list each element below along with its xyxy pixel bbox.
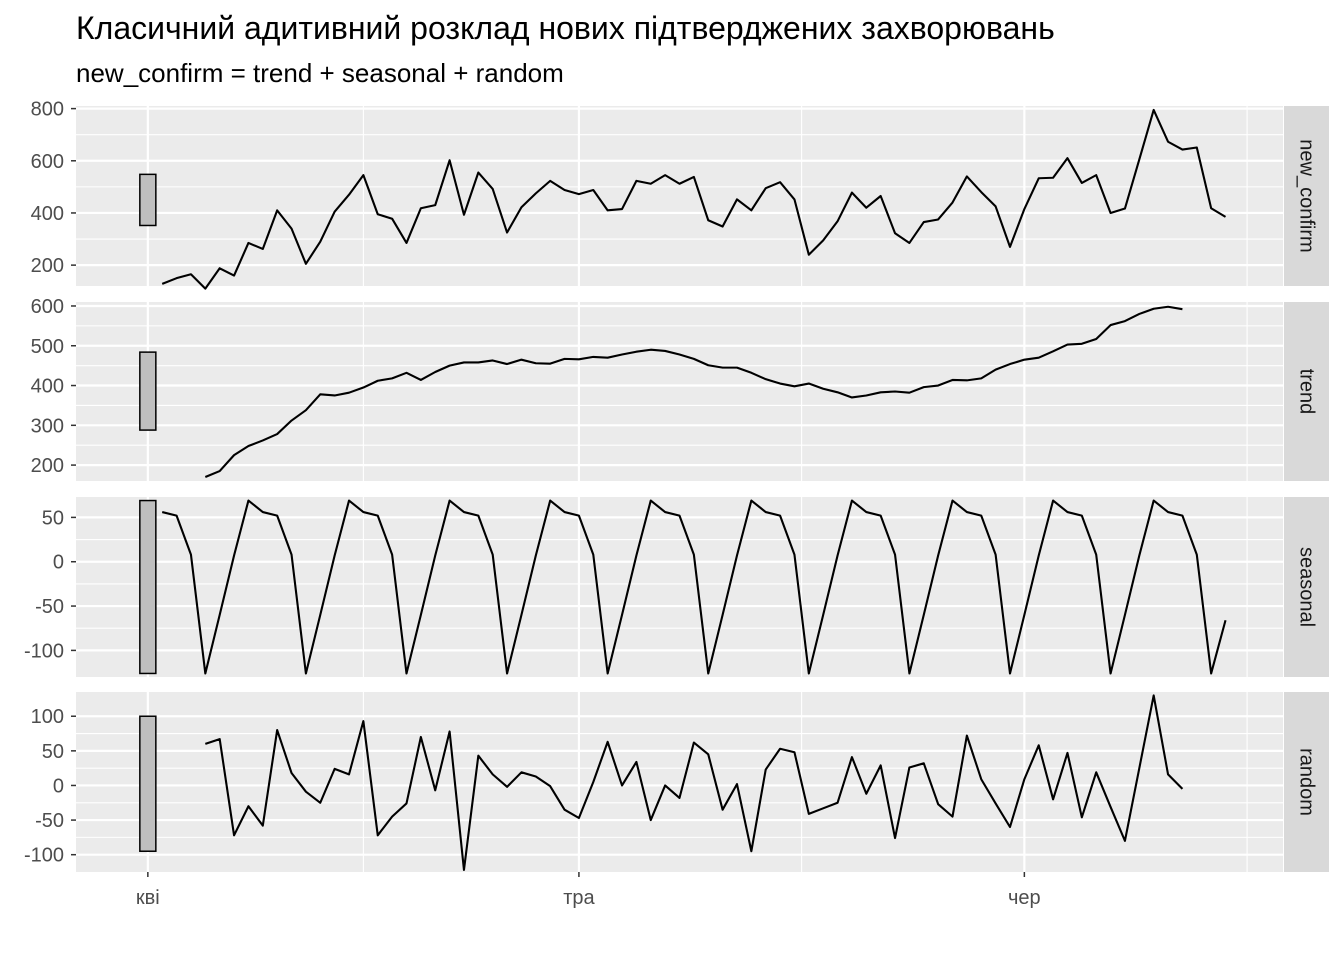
y-tick-label: -100	[24, 640, 64, 662]
y-tick-label: 600	[31, 296, 64, 318]
facet-strip	[1284, 497, 1329, 677]
y-tick-label: -50	[35, 810, 64, 832]
panel-background	[76, 497, 1283, 677]
facet-strip-label: seasonal	[1296, 547, 1318, 627]
series-line-seasonal	[161, 499, 1227, 675]
chart-subtitle: new_confirm = trend + seasonal + random	[76, 58, 564, 88]
x-tick-label: кві	[136, 887, 160, 909]
y-tick-label: -100	[24, 845, 64, 867]
y-tick-label: 0	[53, 775, 64, 797]
range-bar	[139, 715, 157, 852]
x-tick-label: тра	[563, 887, 595, 909]
y-tick-label: 0	[53, 552, 64, 574]
panel-background	[76, 692, 1283, 872]
y-tick-label: 600	[31, 151, 64, 173]
y-tick-label: 100	[31, 706, 64, 728]
y-tick-label: 400	[31, 203, 64, 225]
range-bar	[139, 499, 157, 675]
series-line-trend	[204, 305, 1183, 478]
y-tick-label: -50	[35, 596, 64, 618]
series-line-new_confirm	[161, 108, 1227, 290]
series-line-random	[204, 694, 1184, 871]
facet-strip-label: random	[1296, 748, 1318, 816]
y-tick-label: 400	[31, 376, 64, 398]
panel-background	[76, 106, 1283, 286]
y-tick-label: 200	[31, 255, 64, 277]
facet-strip	[1284, 106, 1329, 286]
y-tick-label: 500	[31, 336, 64, 358]
facet-strip	[1284, 302, 1329, 481]
range-bar	[139, 351, 157, 431]
y-tick-label: 50	[42, 507, 64, 529]
panel-background	[76, 302, 1283, 481]
x-tick-label: чер	[1008, 887, 1041, 909]
chart-title: Класичний адитивний розклад нових підтве…	[76, 10, 1055, 46]
range-bar	[139, 173, 157, 227]
y-tick-label: 800	[31, 99, 64, 121]
facet-strip	[1284, 692, 1329, 872]
y-tick-label: 200	[31, 455, 64, 477]
y-tick-label: 50	[42, 741, 64, 763]
facet-strip-label: new_confirm	[1296, 139, 1318, 252]
facet-strip-label: trend	[1296, 369, 1318, 415]
y-tick-label: 300	[31, 415, 64, 437]
